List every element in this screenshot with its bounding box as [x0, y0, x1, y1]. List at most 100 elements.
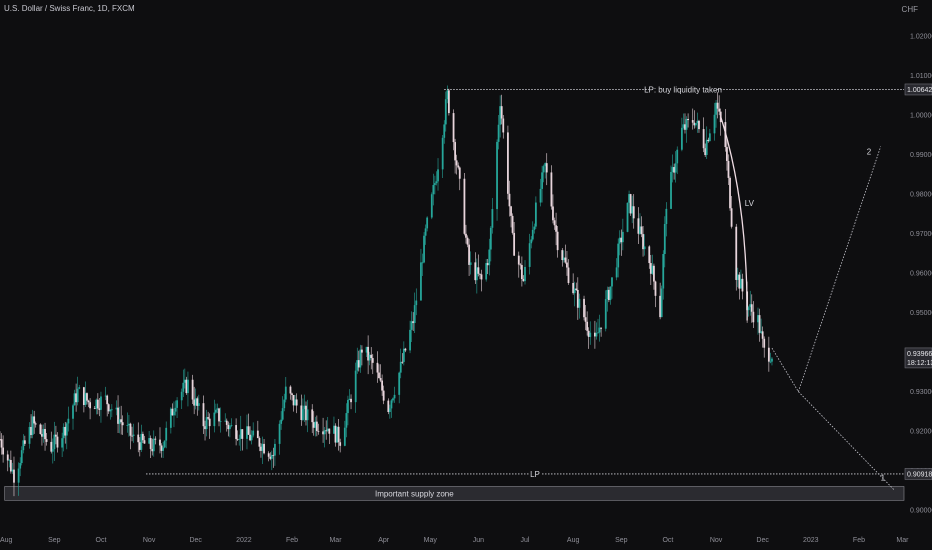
- candle-body: [281, 408, 284, 420]
- candle-body: [682, 124, 685, 128]
- candle-body: [306, 409, 309, 421]
- candle-body: [208, 418, 211, 427]
- candle-body: [72, 405, 74, 419]
- candle-body: [499, 106, 502, 125]
- candle-body: [573, 288, 576, 294]
- candle-body: [500, 106, 503, 119]
- candle-body: [305, 405, 307, 421]
- candle-body: [702, 129, 705, 149]
- candle-body: [382, 390, 385, 401]
- candle-body: [258, 438, 261, 447]
- candle-body: [22, 440, 25, 451]
- candle-body: [73, 393, 76, 406]
- candle-body: [202, 403, 205, 427]
- candle-body: [260, 446, 262, 451]
- price-badges: 1.00642 0.93966 18:12:13 0.90918: [904, 83, 932, 480]
- candle-body: [356, 360, 359, 371]
- candle-body: [609, 286, 612, 301]
- candle-body: [87, 400, 90, 403]
- candle-body: [89, 402, 91, 409]
- candle-body: [194, 398, 197, 406]
- candle-body: [292, 394, 295, 406]
- candle-body: [104, 395, 107, 397]
- candle-body: [115, 407, 118, 410]
- candle-body: [247, 426, 250, 435]
- candle-body: [347, 400, 349, 414]
- candle-body: [735, 226, 738, 280]
- candle-body: [216, 408, 219, 410]
- candle-body: [312, 422, 315, 428]
- candle-body: [0, 439, 3, 448]
- x-tick-label: Feb: [853, 537, 865, 544]
- candle-body: [757, 315, 759, 323]
- candle-body: [747, 307, 750, 311]
- x-tick-label: 2023: [803, 537, 819, 544]
- candle-body: [228, 425, 231, 430]
- x-tick-label: Aug: [567, 537, 580, 544]
- candle-body: [274, 443, 276, 456]
- candle-body: [474, 262, 477, 281]
- candle-body: [517, 255, 520, 265]
- candle-body: [317, 430, 320, 432]
- candle-body: [698, 120, 700, 130]
- candle-body: [587, 330, 590, 337]
- candle-body: [643, 246, 646, 250]
- candle-body: [758, 315, 761, 333]
- candle-body: [215, 409, 217, 413]
- candle-body: [595, 332, 598, 337]
- candle-body: [533, 226, 536, 230]
- candle-body: [348, 398, 351, 401]
- y-tick-label: 1.00000: [910, 112, 932, 119]
- x-tick-label: Nov: [710, 537, 723, 544]
- candle-body: [283, 399, 286, 409]
- candle-body: [402, 348, 405, 362]
- candle-body: [100, 396, 102, 410]
- candle-body: [421, 262, 424, 264]
- candle-body: [713, 114, 716, 134]
- candle-body: [162, 447, 164, 451]
- candle-body: [730, 208, 733, 227]
- candle-body: [65, 423, 68, 436]
- candle-body: [555, 225, 557, 232]
- x-tick-label: Aug: [0, 537, 13, 544]
- candle-body: [412, 321, 415, 324]
- line-label-bg: [529, 468, 541, 479]
- candle-body: [466, 237, 469, 245]
- price-badge: [904, 468, 932, 480]
- candle-body: [718, 108, 721, 112]
- candle-body: [480, 274, 483, 280]
- candle-body: [457, 165, 460, 168]
- candle-body: [488, 249, 491, 266]
- candle-body: [415, 300, 418, 306]
- candle-body: [314, 421, 317, 428]
- candle-body: [183, 379, 186, 383]
- candle-body: [132, 434, 135, 436]
- candle-body: [19, 463, 22, 469]
- candle-body: [447, 90, 450, 114]
- candle-body: [465, 233, 467, 238]
- candle-body: [507, 132, 509, 194]
- candle-body: [107, 404, 110, 412]
- candle-body: [426, 217, 429, 229]
- candle-body: [435, 181, 438, 184]
- candle-body: [660, 288, 663, 318]
- x-tick-label: Jun: [473, 537, 484, 544]
- candle-body: [680, 127, 683, 150]
- candle-body: [452, 113, 455, 143]
- x-axis: Aug Sep Oct Nov Dec 2022 Feb Mar Apr May Jun Jul Aug…: [0, 537, 909, 544]
- candle-body: [230, 425, 233, 426]
- candle-body: [531, 229, 534, 240]
- candle-body: [615, 267, 618, 278]
- lp-label: LP: [530, 470, 540, 479]
- y-tick-label: 1.02000: [910, 33, 932, 40]
- candle-body: [6, 454, 9, 461]
- candle-body: [76, 388, 79, 403]
- candle-body: [617, 243, 620, 268]
- candle-body: [496, 141, 498, 210]
- candle-body: [413, 305, 416, 324]
- candle-body: [659, 295, 662, 318]
- x-tick-label: 2022: [236, 537, 252, 544]
